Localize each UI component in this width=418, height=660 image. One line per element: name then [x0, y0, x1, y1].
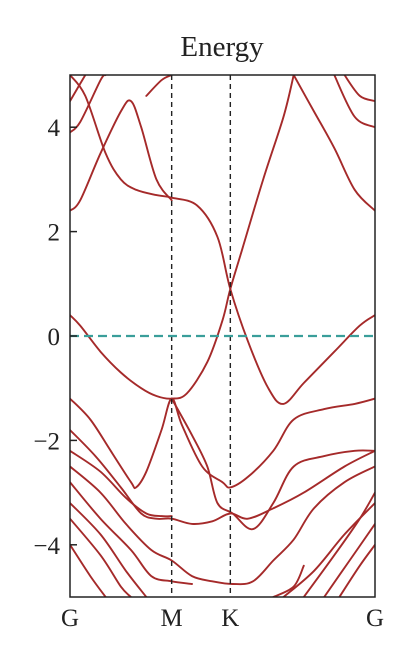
band-line-13	[170, 397, 375, 531]
band-line-6	[70, 75, 87, 103]
band-lines	[70, 75, 375, 597]
band-line-1	[70, 75, 375, 405]
x-tick-label: G	[366, 605, 384, 632]
band-line-16	[70, 502, 148, 597]
band-line-18	[70, 543, 107, 597]
band-line-21	[323, 522, 375, 597]
band-line-3	[70, 99, 173, 212]
chart-title: Energy	[180, 31, 264, 63]
band-line-8	[343, 75, 375, 103]
band-line-4	[292, 75, 375, 212]
band-line-11	[70, 429, 375, 525]
y-tick-label: 2	[48, 220, 61, 247]
band-line-7	[145, 75, 173, 97]
x-tick-label: G	[61, 605, 79, 632]
x-tick-label: M	[161, 605, 183, 632]
y-tick-label: 4	[48, 115, 61, 142]
band-line-22	[338, 543, 375, 597]
band-line-2	[70, 75, 295, 400]
band-line-9	[333, 75, 375, 129]
x-tick-label: K	[221, 605, 239, 632]
band-line-15	[70, 481, 193, 585]
y-axis-ticks: −4 −2 0 2 4	[33, 115, 77, 560]
band-line-23	[272, 564, 305, 597]
band-line-10	[70, 397, 375, 490]
band-line-17	[70, 517, 132, 597]
y-tick-label: 0	[48, 324, 61, 351]
band-line-12	[70, 449, 173, 518]
y-tick-label: −4	[33, 533, 60, 560]
y-tick-label: −2	[33, 428, 60, 455]
band-line-20	[302, 491, 375, 597]
band-line-14	[70, 465, 375, 586]
